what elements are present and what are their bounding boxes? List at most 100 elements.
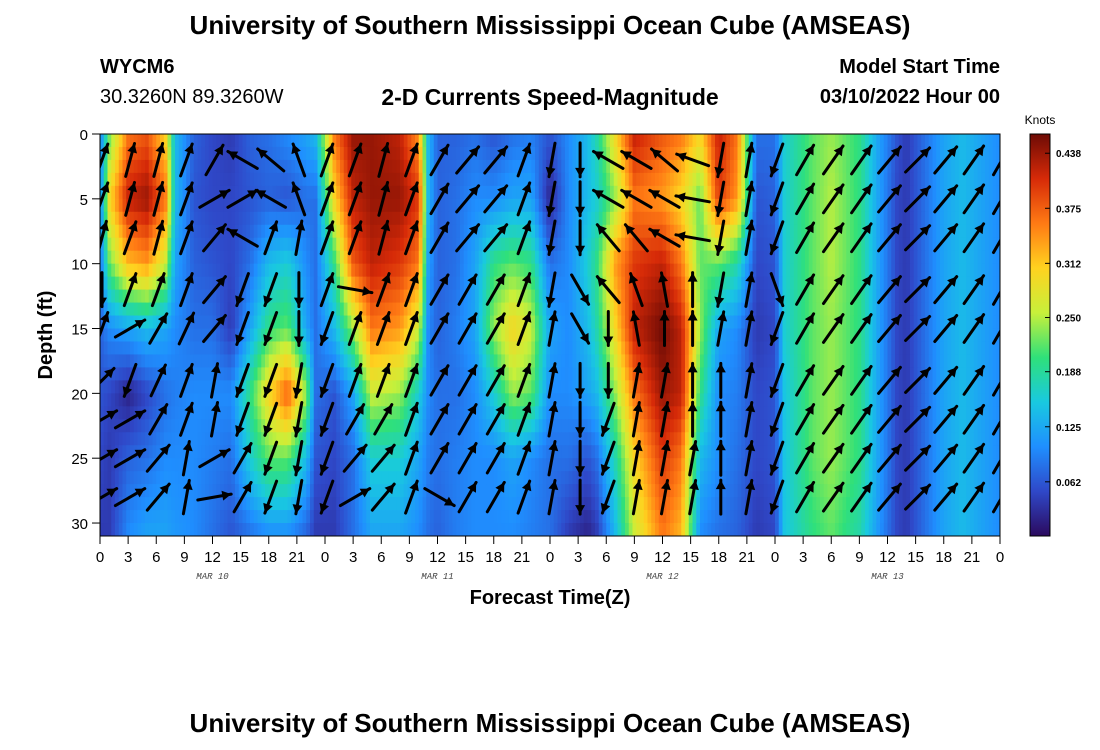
heatmap-cell	[767, 393, 772, 407]
heatmap-cell	[167, 146, 172, 161]
heatmap-cell	[568, 328, 574, 343]
heatmap-cell	[512, 380, 517, 394]
heatmap-cell	[246, 263, 251, 278]
heatmap-cell	[580, 134, 585, 148]
heatmap-cell	[902, 328, 907, 343]
heatmap-cell	[388, 367, 394, 381]
heatmap-cell	[205, 393, 210, 407]
heatmap-cell	[103, 367, 109, 381]
heatmap-cell	[726, 289, 731, 304]
heatmap-cell	[632, 341, 637, 356]
heatmap-cell	[103, 185, 109, 200]
heatmap-cell	[643, 367, 649, 381]
heatmap-cell	[853, 172, 859, 187]
heatmap-cell	[666, 341, 671, 356]
heatmap-cell	[778, 224, 784, 239]
heatmap-cell	[880, 354, 885, 369]
heatmap-cell	[115, 237, 120, 252]
heatmap-cell	[872, 237, 877, 252]
heatmap-cell	[718, 263, 724, 278]
heatmap-cell	[771, 146, 776, 161]
heatmap-cell	[621, 159, 626, 174]
heatmap-cell	[527, 276, 532, 291]
heatmap-cell	[280, 172, 285, 187]
heatmap-cell	[962, 159, 967, 174]
heatmap-cell	[962, 172, 967, 187]
heatmap-cell	[726, 315, 731, 330]
heatmap-cell	[201, 354, 206, 369]
heatmap-cell	[388, 276, 394, 291]
heatmap-cell	[580, 263, 585, 278]
heatmap-cell	[688, 134, 694, 148]
heatmap-cell	[707, 341, 712, 356]
heatmap-cell	[520, 341, 525, 356]
heatmap-cell	[388, 380, 394, 394]
heatmap-cell	[591, 263, 596, 278]
heatmap-cell	[107, 185, 112, 200]
heatmap-cell	[808, 211, 814, 226]
heatmap-cell	[835, 354, 840, 369]
heatmap-cell	[958, 276, 964, 291]
heatmap-cell	[418, 198, 424, 213]
heatmap-cell	[223, 367, 229, 381]
heatmap-cell	[362, 341, 367, 356]
heatmap-cell	[377, 211, 382, 226]
heatmap-cell	[400, 146, 405, 161]
heatmap-cell	[722, 146, 727, 161]
heatmap-cell	[276, 185, 281, 200]
heatmap-cell	[763, 315, 769, 330]
heatmap-cell	[302, 198, 307, 213]
heatmap-cell	[437, 224, 442, 239]
heatmap-cell	[205, 315, 210, 330]
heatmap-cell	[396, 237, 401, 252]
heatmap-cell	[448, 315, 454, 330]
heatmap-cell	[467, 302, 472, 317]
heatmap-cell	[981, 263, 986, 278]
heatmap-cell	[430, 250, 435, 265]
heatmap-cell	[478, 211, 484, 226]
heatmap-cell	[876, 224, 881, 239]
heatmap-cell	[745, 315, 750, 330]
heatmap-cell	[190, 302, 195, 317]
heatmap-cell	[726, 380, 731, 394]
heatmap-cell	[400, 328, 405, 343]
heatmap-cell	[261, 289, 266, 304]
heatmap-cell	[640, 198, 645, 213]
heatmap-cell	[148, 393, 154, 407]
heatmap-cell	[651, 250, 656, 265]
heatmap-cell	[816, 250, 821, 265]
heatmap-cell	[223, 134, 229, 148]
heatmap-cell	[595, 134, 600, 148]
heatmap-cell	[445, 172, 450, 187]
heatmap-cell	[883, 250, 889, 265]
heatmap-cell	[793, 302, 799, 317]
heatmap-cell	[752, 367, 757, 381]
heatmap-cell	[231, 263, 236, 278]
heatmap-cell	[546, 341, 551, 356]
heatmap-cell	[370, 250, 375, 265]
heatmap-cell	[396, 302, 401, 317]
heatmap-cell	[283, 198, 289, 213]
heatmap-cell	[823, 146, 829, 161]
heatmap-cell	[276, 211, 281, 226]
heatmap-cell	[182, 315, 187, 330]
heatmap-cell	[546, 328, 551, 343]
heatmap-cell	[595, 211, 600, 226]
heatmap-cell	[325, 276, 330, 291]
heatmap-cell	[486, 250, 491, 265]
heatmap-cell	[175, 198, 180, 213]
heatmap-cell	[992, 328, 997, 343]
heatmap-cell	[595, 276, 600, 291]
heatmap-cell	[891, 289, 896, 304]
heatmap-cell	[977, 354, 982, 369]
heatmap-cell	[437, 289, 442, 304]
heatmap-cell	[512, 146, 517, 161]
heatmap-cell	[962, 289, 967, 304]
heatmap-cell	[876, 250, 881, 265]
heatmap-cell	[587, 250, 592, 265]
heatmap-cell	[756, 172, 761, 187]
heatmap-cell	[381, 341, 386, 356]
heatmap-cell	[171, 185, 176, 200]
heatmap-cell	[295, 341, 300, 356]
heatmap-cell	[253, 211, 259, 226]
